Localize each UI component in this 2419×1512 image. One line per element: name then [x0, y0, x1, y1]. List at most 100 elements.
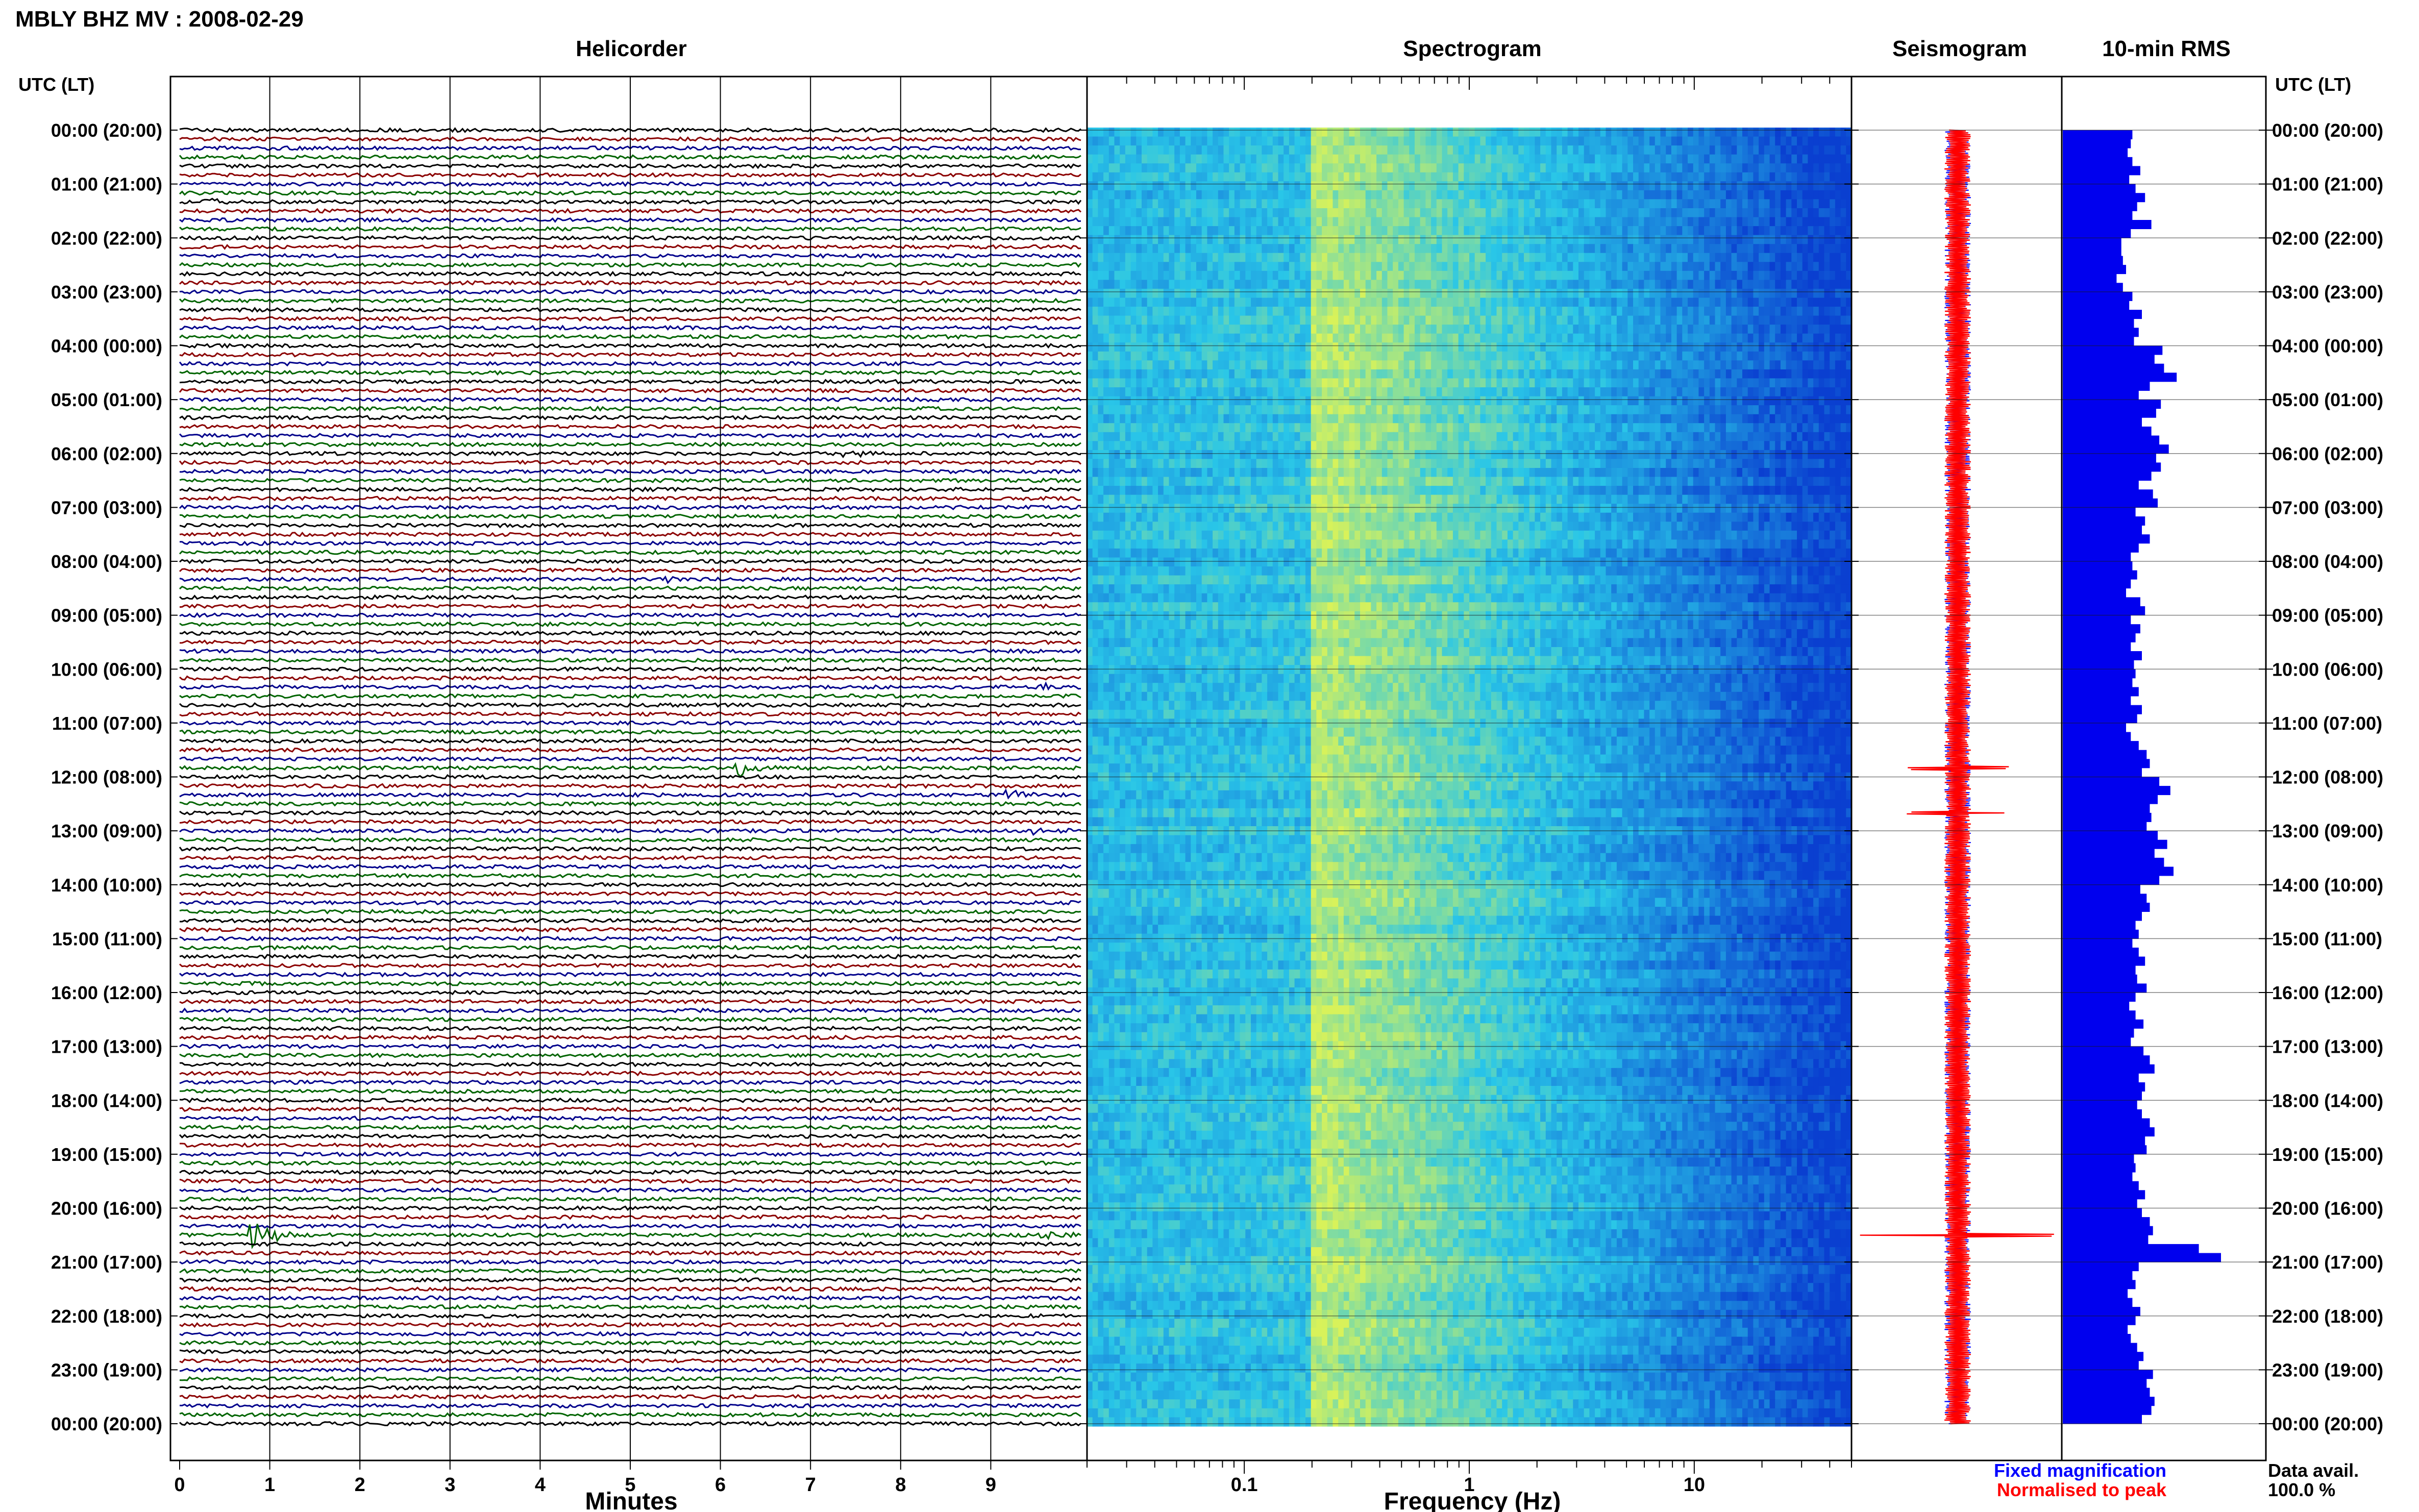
spectrogram-cell [1595, 270, 1601, 280]
spectrogram-cell [1322, 145, 1328, 155]
spectrogram-cell [1769, 136, 1775, 146]
spectrogram-cell [1589, 378, 1595, 388]
spectrogram-cell [1780, 199, 1787, 209]
spectrogram-cell [1693, 136, 1699, 146]
spectrogram-cell [1267, 217, 1273, 227]
spectrogram-cell [1775, 280, 1781, 289]
spectrogram-cell [1452, 163, 1459, 173]
spectrogram-cell [1616, 315, 1623, 325]
spectrogram-cell [1458, 217, 1464, 227]
spectrogram-cell [1491, 280, 1497, 289]
spectrogram-cell [1240, 128, 1246, 137]
spectrogram-cell [1262, 315, 1268, 325]
spectrogram-cell [1644, 351, 1650, 361]
spectrogram-cell [1240, 405, 1246, 415]
spectrogram-cell [1535, 253, 1541, 262]
spectrogram-cell [1764, 405, 1770, 415]
spectrogram-cell [1742, 270, 1748, 280]
spectrogram-cell [1830, 190, 1836, 200]
spectrogram-cell [1376, 351, 1383, 361]
spectrogram-cell [1753, 190, 1759, 200]
spectrogram-cell [1791, 190, 1797, 200]
spectrogram-cell [1152, 154, 1158, 164]
spectrogram-cell [1824, 136, 1830, 146]
spectrogram-cell [1201, 360, 1207, 370]
spectrogram-cell [1196, 244, 1202, 254]
spectrogram-cell [1545, 172, 1552, 182]
spectrogram-cell [1545, 405, 1552, 415]
spectrogram-cell [1589, 154, 1595, 164]
spectrogram-cell [1486, 244, 1492, 254]
spectrogram-cell [1644, 172, 1650, 182]
spectrogram-cell [1769, 405, 1775, 415]
spectrogram-cell [1152, 181, 1158, 191]
spectrogram-cell [1098, 307, 1104, 316]
spectrogram-cell [1447, 441, 1453, 451]
spectrogram-cell [1332, 136, 1339, 146]
spectrogram-cell [1491, 342, 1497, 352]
spectrogram-cell [1589, 226, 1595, 236]
spectrogram-cell [1725, 163, 1732, 173]
spectrogram-cell [1256, 315, 1262, 325]
spectrogram-cell [1371, 128, 1377, 137]
spectrogram-cell [1606, 414, 1612, 424]
spectrogram-cell [1125, 360, 1131, 370]
spectrogram-cell [1098, 315, 1104, 325]
spectrogram-cell [1245, 136, 1251, 146]
spectrogram-cell [1606, 387, 1612, 397]
spectrogram-cell [1557, 423, 1563, 433]
spectrogram-cell [1486, 342, 1492, 352]
spectrogram-cell [1262, 333, 1268, 343]
spectrogram-cell [1163, 441, 1170, 451]
spectrogram-cell [1322, 217, 1328, 227]
spectrogram-cell [1087, 387, 1093, 397]
spectrogram-cell [1622, 423, 1628, 433]
spectrogram-cell [1567, 163, 1573, 173]
spectrogram-cell [1381, 253, 1388, 262]
spectrogram-cell [1737, 244, 1743, 254]
spectrogram-cell [1136, 423, 1142, 433]
spectrogram-cell [1502, 325, 1508, 334]
spectrogram-cell [1769, 369, 1775, 379]
spectrogram-cell [1262, 396, 1268, 406]
spectrogram-cell [1759, 414, 1765, 424]
spectrogram-cell [1442, 307, 1448, 316]
spectrogram-cell [1644, 253, 1650, 262]
spectrogram-cell [1682, 307, 1688, 316]
spectrogram-cell [1802, 369, 1808, 379]
spectrogram-cell [1142, 253, 1148, 262]
spectrogram-cell [1152, 325, 1158, 334]
spectrogram-cell [1486, 360, 1492, 370]
spectrogram-cell [1354, 414, 1361, 424]
spectrogram-cell [1322, 244, 1328, 254]
spectrogram-cell [1507, 208, 1514, 218]
spectrogram-cell [1240, 307, 1246, 316]
spectrogram-cell [1797, 360, 1803, 370]
spectrogram-cell [1381, 432, 1388, 441]
spectrogram-cell [1545, 325, 1552, 334]
spectrogram-cell [1169, 190, 1175, 200]
spectrogram-cell [1824, 163, 1830, 173]
spectrogram-cell [1742, 154, 1748, 164]
spectrogram-cell [1791, 280, 1797, 289]
spectrogram-cell [1759, 378, 1765, 388]
spectrogram-cell [1464, 307, 1470, 316]
spectrogram-cell [1289, 145, 1295, 155]
spectrogram-cell [1207, 378, 1213, 388]
spectrogram-cell [1376, 315, 1383, 325]
spectrogram-cell [1824, 181, 1830, 191]
spectrogram-cell [1737, 369, 1743, 379]
spectrogram-cell [1595, 405, 1601, 415]
spectrogram-cell [1524, 333, 1530, 343]
spectrogram-cell [1185, 270, 1191, 280]
spectrogram-cell [1415, 163, 1421, 173]
spectrogram-cell [1108, 432, 1115, 441]
spectrogram-cell [1365, 145, 1371, 155]
spectrogram-cell [1125, 280, 1131, 289]
spectrogram-cell [1120, 423, 1126, 433]
spectrogram-cell [1415, 396, 1421, 406]
spectrogram-cell [1518, 307, 1524, 316]
spectrogram-cell [1223, 288, 1229, 299]
spectrogram-cell [1387, 244, 1393, 254]
spectrogram-cell [1469, 405, 1475, 415]
